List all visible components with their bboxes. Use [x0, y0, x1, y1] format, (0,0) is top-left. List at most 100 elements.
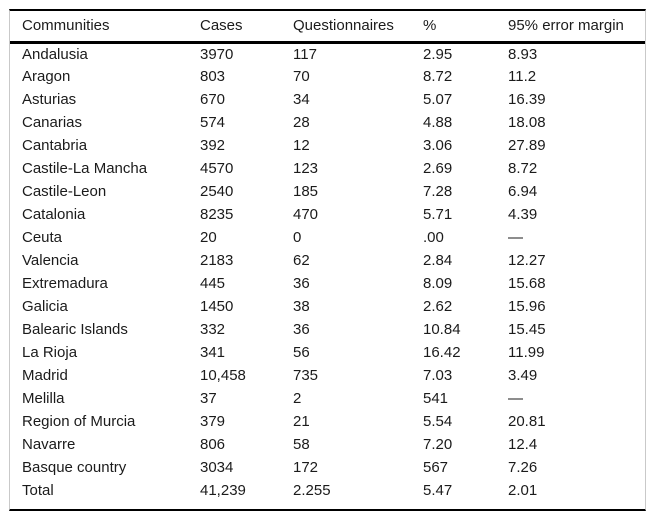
cell-cases: 2183 [200, 252, 234, 269]
cell-error-margin: 12.27 [508, 252, 546, 269]
column-header-percent: % [423, 11, 508, 44]
cell-cases: 4570 [200, 160, 234, 177]
communities-table-frame: Communities Cases Questionnaires % 95% e… [9, 9, 646, 511]
cell-cases: 8235 [200, 206, 234, 223]
cell-error-margin: 15.45 [508, 321, 546, 338]
cell-questionnaires: 62 [293, 252, 310, 269]
cell-error-margin: 8.72 [508, 160, 538, 177]
cell-cases: 670 [200, 91, 226, 108]
cell-percent: 2.95 [423, 45, 453, 63]
cell-questionnaires: 735 [293, 367, 319, 384]
cell-error-margin: 12.4 [508, 436, 538, 453]
cell-percent: 3.06 [423, 137, 453, 154]
cell-cases: 392 [200, 137, 226, 154]
cell-percent: 8.72 [423, 68, 453, 85]
cell-cases: 806 [200, 436, 226, 453]
table-row: Balearic Islands 332 36 10.84 15.45 [10, 318, 645, 341]
cell-percent: 2.84 [423, 252, 453, 269]
cell-community: Extremadura [22, 275, 108, 292]
cell-error-margin: 16.39 [508, 91, 546, 108]
cell-cases: 1450 [200, 298, 234, 315]
cell-percent: 7.28 [423, 183, 453, 200]
cell-community: Galicia [22, 298, 68, 315]
cell-questionnaires: 185 [293, 183, 319, 200]
table-row: Melilla 37 2 541 — [10, 387, 645, 410]
header-row: Communities Cases Questionnaires % 95% e… [10, 11, 645, 44]
cell-questionnaires: 470 [293, 206, 319, 223]
cell-community: Castile-Leon [22, 183, 107, 200]
cell-questionnaires: 28 [293, 114, 310, 131]
cell-questionnaires: 21 [293, 413, 310, 430]
cell-error-margin: — [508, 229, 523, 246]
cell-cases: 3034 [200, 459, 234, 476]
cell-cases: 20 [200, 229, 217, 246]
table-row: Madrid 10,458 735 7.03 3.49 [10, 364, 645, 387]
cell-error-margin: 15.96 [508, 298, 546, 315]
table-row: Aragon 803 70 8.72 11.2 [10, 65, 645, 88]
cell-questionnaires: 56 [293, 344, 310, 361]
column-header-questionnaires: Questionnaires [293, 11, 423, 44]
cell-percent: 2.69 [423, 160, 453, 177]
cell-cases: 2540 [200, 183, 234, 200]
table-row: Navarre 806 58 7.20 12.4 [10, 433, 645, 456]
cell-questionnaires: 36 [293, 321, 310, 338]
cell-community: Total [22, 482, 54, 499]
column-header-communities: Communities [10, 11, 200, 44]
cell-questionnaires: 2.255 [293, 482, 331, 499]
cell-cases: 10,458 [200, 367, 246, 384]
table-row: Region of Murcia 379 21 5.54 20.81 [10, 410, 645, 433]
cell-cases: 341 [200, 344, 226, 361]
cell-error-margin: 11.2 [508, 68, 537, 85]
table-row: Asturias 670 34 5.07 16.39 [10, 88, 645, 111]
cell-error-margin: 7.26 [508, 459, 538, 476]
table-row: La Rioja 341 56 16.42 11.99 [10, 341, 645, 364]
cell-community: Basque country [22, 459, 127, 476]
cell-cases: 574 [200, 114, 226, 131]
cell-percent: 10.84 [423, 321, 461, 338]
cell-error-margin: 11.99 [508, 344, 545, 361]
cell-percent: 5.07 [423, 91, 453, 108]
cell-community: Madrid [22, 367, 68, 384]
cell-questionnaires: 12 [293, 137, 310, 154]
cell-community: Catalonia [22, 206, 86, 223]
cell-community: Melilla [22, 390, 65, 407]
cell-error-margin: 3.49 [508, 367, 538, 384]
cell-error-margin: 8.93 [508, 45, 538, 63]
cell-percent: 5.71 [423, 206, 453, 223]
table-row: Basque country 3034 172 567 7.26 [10, 456, 645, 479]
cell-questionnaires: 36 [293, 275, 310, 292]
cell-percent: 7.20 [423, 436, 453, 453]
table-row: Galicia 1450 38 2.62 15.96 [10, 295, 645, 318]
cell-community: Region of Murcia [22, 413, 136, 430]
table-row: Castile-Leon 2540 185 7.28 6.94 [10, 180, 645, 203]
column-header-cases: Cases [200, 11, 293, 44]
cell-percent: 5.47 [423, 482, 453, 499]
table-row: Valencia 2183 62 2.84 12.27 [10, 249, 645, 272]
cell-community: Andalusia [22, 45, 88, 63]
cell-questionnaires: 172 [293, 459, 319, 476]
table-row: Andalusia 3970 117 2.95 8.93 [10, 42, 645, 65]
cell-error-margin: — [508, 390, 523, 407]
cell-community: Valencia [22, 252, 79, 269]
cell-community: Canarias [22, 114, 83, 131]
cell-error-margin: 18.08 [508, 114, 546, 131]
cell-questionnaires: 0 [293, 229, 302, 246]
cell-percent: 4.88 [423, 114, 453, 131]
cell-error-margin: 6.94 [508, 183, 538, 200]
table-body: Andalusia 3970 117 2.95 8.93 Aragon 803 70 8.72 1… [10, 42, 645, 502]
cell-cases: 3970 [200, 45, 234, 63]
cell-cases: 37 [200, 390, 217, 407]
cell-questionnaires: 2 [293, 390, 302, 407]
cell-percent: 541 [423, 390, 449, 407]
table-row: Ceuta 20 0 .00 — [10, 226, 645, 249]
cell-percent: 7.03 [423, 367, 453, 384]
cell-error-margin: 27.89 [508, 137, 546, 154]
cell-community: Castile-La Mancha [22, 160, 148, 177]
cell-cases: 332 [200, 321, 226, 338]
cell-percent: .00 [423, 229, 444, 246]
cell-questionnaires: 123 [293, 160, 319, 177]
cell-community: Aragon [22, 68, 71, 85]
cell-cases: 41,239 [200, 482, 246, 499]
column-header-error-margin: 95% error margin [508, 11, 645, 44]
cell-community: Navarre [22, 436, 76, 453]
